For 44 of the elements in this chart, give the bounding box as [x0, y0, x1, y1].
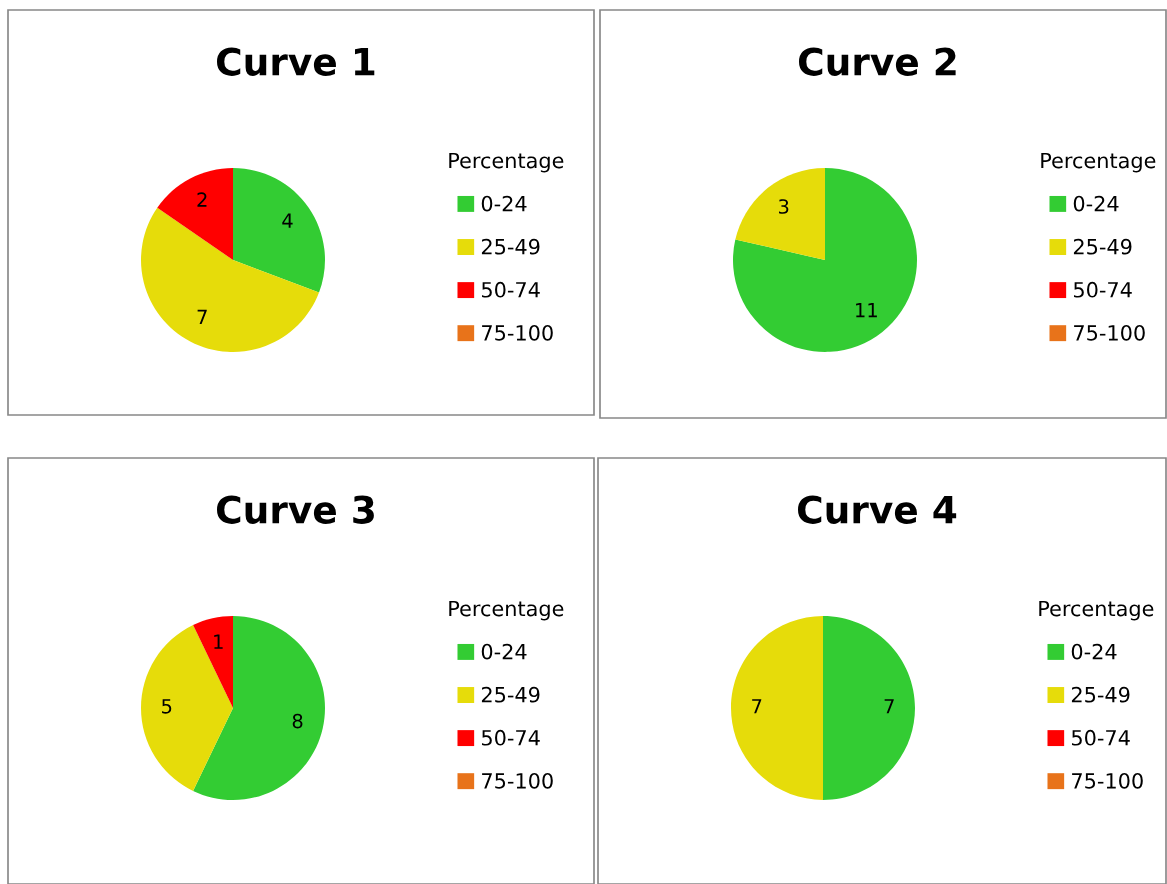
legend-label: 75-100	[482, 324, 553, 341]
chart-title: Curve 4	[798, 495, 957, 524]
legend-label: 0-24	[1073, 195, 1119, 212]
pie-slice	[193, 616, 233, 708]
pie-slice	[733, 168, 917, 352]
pie-slice	[823, 616, 915, 800]
legend-label: 75-100	[1072, 772, 1143, 789]
legend-label: 50-74	[482, 729, 540, 746]
pie-slice	[193, 616, 325, 800]
data-label: 11	[856, 302, 877, 318]
data-label: 7	[197, 309, 207, 325]
data-label: 2	[197, 192, 207, 207]
data-label: 5	[162, 699, 172, 714]
pie-slice	[735, 168, 825, 260]
legend-title: Percentage	[1041, 152, 1156, 173]
data-label: 1	[214, 634, 223, 649]
legend-label: 50-74	[482, 281, 540, 298]
chart-title: Curve 1	[217, 47, 375, 76]
legend-label: 50-74	[1072, 729, 1130, 746]
pie-slice	[141, 207, 320, 352]
legend-label: 0-24	[481, 195, 527, 212]
data-label: 7	[752, 699, 762, 714]
legend-label: 75-100	[1074, 324, 1145, 341]
pie-slice	[233, 168, 325, 293]
data-label: 4	[282, 213, 293, 228]
legend-title: Percentage	[449, 152, 564, 173]
chart-title: Curve 2	[799, 47, 956, 76]
chart-title: Curve 3	[217, 495, 374, 524]
legend-label: 0-24	[1071, 643, 1117, 660]
pie-slice	[141, 625, 233, 791]
legend-title: Percentage	[449, 600, 564, 621]
pie-slice	[731, 616, 823, 800]
data-label: 8	[292, 713, 303, 729]
data-label: 3	[779, 199, 789, 214]
legend-label: 0-24	[481, 643, 527, 660]
legend-label: 25-49	[1073, 238, 1132, 255]
legend-label: 50-74	[1074, 281, 1132, 298]
pie-slice	[157, 168, 233, 260]
legend-title: Percentage	[1039, 600, 1154, 621]
legend-label: 25-49	[481, 238, 540, 255]
legend-label: 75-100	[482, 772, 553, 789]
data-label: 7	[884, 699, 894, 714]
legend-label: 25-49	[1071, 686, 1130, 703]
legend-label: 25-49	[481, 686, 540, 703]
